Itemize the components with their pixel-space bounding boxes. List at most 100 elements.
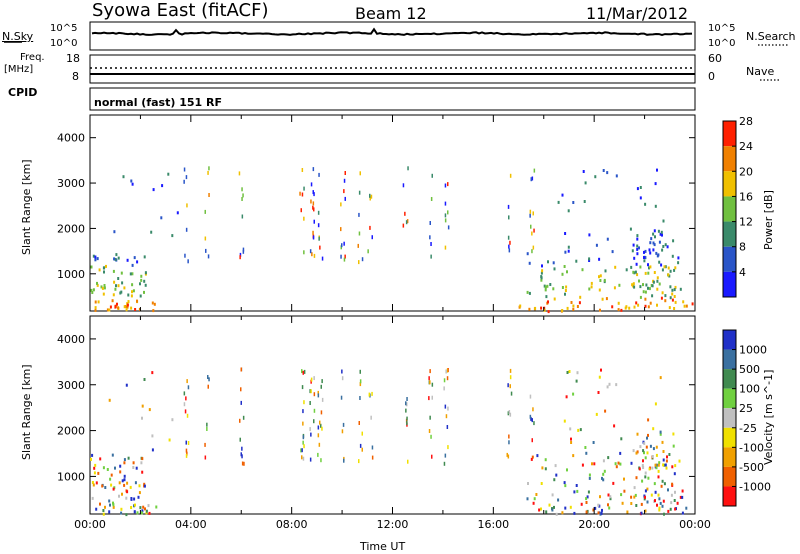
- echo-streak: [508, 245, 510, 249]
- echo-cell: [149, 408, 151, 411]
- echo-cell: [109, 504, 111, 507]
- echo-cell: [664, 482, 666, 485]
- echo-cell: [130, 307, 132, 310]
- echo-streak: [445, 405, 447, 409]
- echo-streak: [344, 258, 346, 262]
- echo-cell: [598, 511, 600, 514]
- colorbar-segment: [723, 196, 736, 221]
- echo-cell: [602, 478, 604, 481]
- echo-cell: [572, 305, 574, 308]
- echo-cell: [645, 284, 647, 287]
- echo-cell: [652, 427, 654, 430]
- echo-cell: [667, 510, 669, 513]
- echo-cell: [153, 188, 155, 191]
- echo-cell: [113, 257, 115, 260]
- echo-cell: [668, 453, 670, 456]
- echo-cell: [635, 504, 637, 507]
- echo-streak: [242, 462, 244, 466]
- echo-cell: [131, 294, 133, 297]
- colorbar-segment: [723, 486, 736, 506]
- echo-cell: [133, 498, 135, 501]
- echo-cell: [128, 300, 130, 303]
- echo-cell: [567, 307, 569, 310]
- echo-streak: [403, 224, 405, 228]
- echo-cell: [104, 486, 106, 489]
- echo-cell: [90, 458, 92, 461]
- echo-cell: [655, 402, 657, 405]
- echo-cell: [665, 464, 667, 467]
- echo-streak: [359, 232, 361, 236]
- echo-streak: [241, 368, 243, 372]
- echo-cell: [93, 484, 95, 487]
- echo-cell: [598, 258, 600, 261]
- echo-cell: [656, 304, 658, 307]
- echo-streak: [243, 416, 245, 420]
- echo-streak: [340, 255, 342, 259]
- echo-cell: [568, 246, 570, 249]
- echo-cell: [655, 464, 657, 467]
- velocity-colorbar-label: Velocity [m s^-1]: [762, 370, 775, 465]
- echo-streak: [407, 460, 409, 464]
- echo-cell: [671, 465, 673, 468]
- colorbar-tick-label: 16: [739, 190, 753, 203]
- echo-cell: [645, 472, 647, 475]
- echo-cell: [127, 294, 129, 297]
- echo-cell: [145, 284, 147, 287]
- echo-cell: [667, 273, 669, 276]
- echo-cell: [639, 467, 641, 470]
- echo-cell: [146, 510, 148, 513]
- echo-streak: [429, 235, 431, 239]
- echo-streak: [313, 167, 315, 171]
- echo-streak: [530, 225, 532, 229]
- echo-cell: [672, 255, 674, 258]
- echo-streak: [205, 456, 207, 460]
- echo-cell: [575, 260, 577, 263]
- echo-cell: [588, 491, 590, 494]
- echo-cell: [655, 182, 657, 185]
- echo-streak: [318, 433, 320, 437]
- colorbar-tick-label: -500: [739, 461, 764, 474]
- echo-streak: [239, 255, 241, 259]
- echo-cell: [659, 283, 661, 286]
- echo-streak: [318, 426, 320, 430]
- echo-streak: [318, 393, 320, 397]
- echo-cell: [602, 473, 604, 476]
- echo-cell: [134, 308, 136, 311]
- echo-cell: [618, 302, 620, 305]
- echo-streak: [186, 379, 188, 383]
- echo-cell: [628, 307, 630, 310]
- echo-cell: [641, 503, 643, 506]
- echo-cell: [556, 513, 558, 516]
- echo-cell: [633, 449, 635, 452]
- echo-streak: [344, 179, 346, 183]
- echo-streak: [321, 410, 323, 414]
- echo-cell: [674, 288, 676, 291]
- echo-cell: [140, 279, 142, 282]
- echo-cell: [664, 299, 666, 302]
- echo-cell: [653, 447, 655, 450]
- echo-cell: [536, 454, 538, 457]
- echo-streak: [508, 236, 510, 240]
- echo-streak: [371, 392, 373, 396]
- echo-streak: [208, 254, 210, 258]
- echo-cell: [647, 263, 649, 266]
- echo-cell: [637, 187, 639, 190]
- echo-cell: [643, 259, 645, 262]
- echo-cell: [115, 253, 117, 256]
- x-tick-label: 12:00: [377, 518, 409, 531]
- echo-cell: [136, 300, 138, 303]
- echo-cell: [623, 490, 625, 493]
- echo-cell: [576, 484, 578, 487]
- echo-cell: [600, 369, 602, 372]
- echo-streak: [430, 221, 432, 225]
- echo-cell: [648, 305, 650, 308]
- echo-cell: [583, 170, 585, 173]
- echo-cell: [541, 264, 543, 267]
- echo-cell: [672, 239, 674, 242]
- echo-cell: [94, 464, 96, 467]
- echo-cell: [585, 452, 587, 455]
- echo-streak: [358, 459, 360, 463]
- echo-cell: [97, 257, 99, 260]
- echo-cell: [635, 271, 637, 274]
- colorbar-tick-label: 100: [739, 383, 760, 396]
